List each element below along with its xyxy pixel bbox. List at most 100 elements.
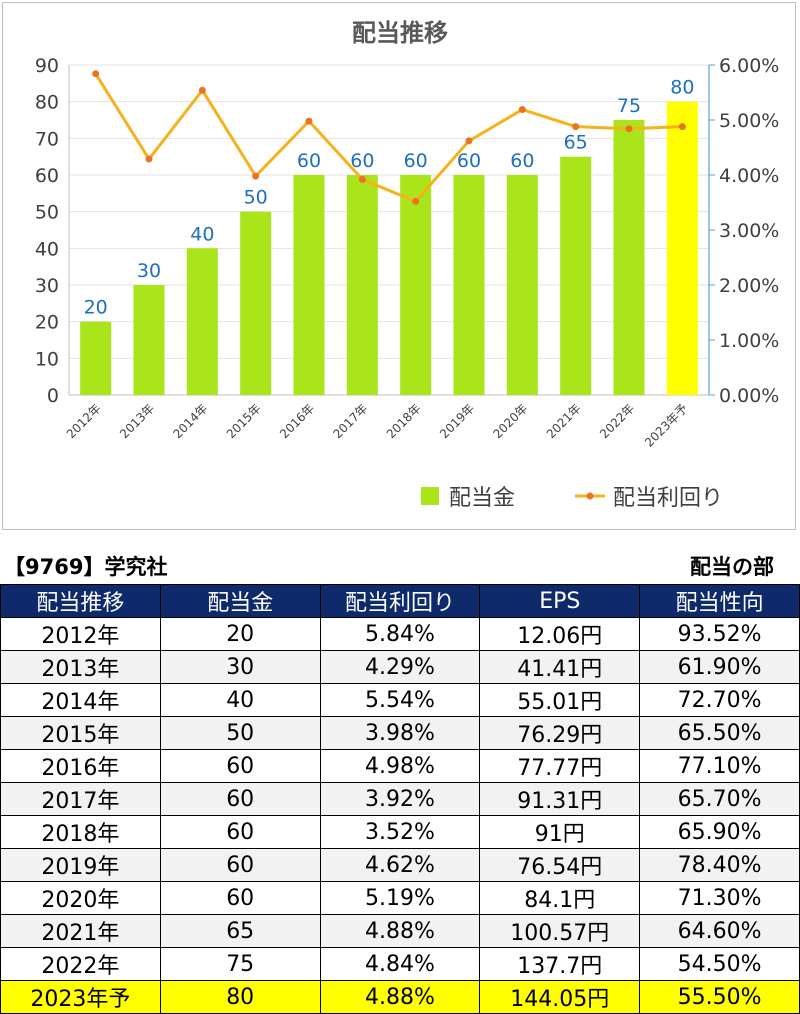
cell-dividend: 65 [159,914,321,948]
yield-point-2022年 [625,125,633,133]
cell-payout: 54.50% [639,947,800,981]
y-left-tick-label: 70 [35,128,59,150]
bar-data-label: 20 [84,297,108,319]
cell-dividend: 60 [159,782,321,816]
cell-yield: 3.98% [319,716,481,750]
bar-2015年 [240,211,272,395]
cell-year: 2019年 [0,848,161,882]
header-yield: 配当利回り [319,584,481,618]
cell-year: 2021年 [0,914,161,948]
cell-yield: 5.84% [319,617,481,651]
y-left-tick-label: 20 [35,312,59,334]
cell-year: 2023年予 [0,980,161,1014]
bar-2013年 [133,285,165,395]
cell-yield: 4.84% [319,947,481,981]
yield-point-2021年 [572,123,580,131]
cell-payout: 61.90% [639,650,800,684]
bar-data-label: 75 [617,95,641,117]
cell-dividend: 30 [159,650,321,684]
table-row: 2022年 75 4.84% 137.7円 54.50% [0,947,800,981]
yield-point-2020年 [518,106,526,114]
y-left-tick-label: 60 [35,165,59,187]
bar-2022年 [613,120,645,395]
y-right-tick-label: 3.00% [719,220,779,242]
cell-year: 2013年 [0,650,161,684]
legend-swatch-dividend [421,487,439,505]
y-left-tick-label: 30 [35,275,59,297]
cell-yield: 4.88% [319,914,481,948]
cell-eps: 144.05円 [479,980,641,1014]
bar-data-label: 60 [404,150,428,172]
cell-yield: 5.54% [319,683,481,717]
bar-data-label: 40 [190,223,214,245]
cell-payout: 65.70% [639,782,800,816]
bar-2016年 [293,175,325,395]
cell-dividend: 60 [159,881,321,915]
cell-yield: 5.19% [319,881,481,915]
cell-dividend: 60 [159,749,321,783]
header-year: 配当推移 [0,584,161,618]
cell-eps: 12.06円 [479,617,641,651]
bar-2021年 [560,156,592,395]
cell-dividend: 50 [159,716,321,750]
cell-yield: 4.29% [319,650,481,684]
table-caption: 【9769】学究社 配当の部 [0,552,800,582]
cell-eps: 91.31円 [479,782,641,816]
cell-year: 2017年 [0,782,161,816]
section-label: 配当の部 [690,555,774,579]
y-left-tick-label: 40 [35,238,59,260]
legend-label-yield: 配当利回り [613,486,723,511]
bar-2012年 [80,321,112,395]
table-row: 2017年 60 3.92% 91.31円 65.70% [0,782,800,816]
bar-2018年 [400,175,432,395]
bar-2023年予 [666,101,698,396]
x-tick-label: 2017年 [330,401,370,441]
cell-eps: 100.57円 [479,914,641,948]
y-left-tick-label: 80 [35,92,59,114]
table-row: 2016年 60 4.98% 77.77円 77.10% [0,749,800,783]
bar-2020年 [506,175,538,395]
cell-year: 2012年 [0,617,161,651]
header-dividend: 配当金 [159,584,321,618]
cell-yield: 4.62% [319,848,481,882]
cell-year: 2015年 [0,716,161,750]
bar-data-label: 50 [244,187,268,209]
y-right-tick-label: 2.00% [719,275,779,297]
x-tick-label: 2018年 [384,401,424,441]
cell-eps: 55.01円 [479,683,641,717]
table-row: 2019年 60 4.62% 76.54円 78.40% [0,848,800,882]
x-tick-label: 2022年 [597,401,637,441]
bar-2017年 [346,175,378,395]
legend-label-dividend: 配当金 [449,486,515,511]
cell-payout: 55.50% [639,980,800,1014]
table-row: 2012年 20 5.84% 12.06円 93.52% [0,617,800,651]
cell-yield: 4.98% [319,749,481,783]
yield-line [94,73,683,203]
yield-point-2019年 [465,137,473,145]
cell-eps: 76.29円 [479,716,641,750]
yield-point-2016年 [305,117,313,125]
x-tick-label: 2015年 [224,401,264,441]
header-eps: EPS [479,584,641,618]
cell-yield: 4.88% [319,980,481,1014]
y-right-tick-label: 5.00% [719,110,779,132]
dividend-table: 配当推移 配当金 配当利回り EPS 配当性向 2012年 20 5.84% 12.0… [0,584,800,1014]
y-left-tick-label: 0 [47,385,59,407]
table-row: 2021年 65 4.88% 100.57円 64.60% [0,914,800,948]
table-row: 2015年 50 3.98% 76.29円 65.50% [0,716,800,750]
cell-eps: 84.1円 [479,881,641,915]
cell-payout: 64.60% [639,914,800,948]
y-right-tick-label: 0.00% [719,385,779,407]
cell-dividend: 80 [159,980,321,1014]
chart-panel: 配当推移 0 10 20 30 40 50 60 70 80 90 0.00% 1.00% 2.00% 3.… [2,2,796,530]
cell-dividend: 60 [159,848,321,882]
company-label: 【9769】学究社 [4,555,168,579]
cell-payout: 78.40% [639,848,800,882]
table-row: 2018年 60 3.52% 91円 65.90% [0,815,800,849]
table-row: 2020年 60 5.19% 84.1円 71.30% [0,881,800,915]
yield-point-2013年 [145,155,153,163]
cell-dividend: 60 [159,815,321,849]
cell-payout: 72.70% [639,683,800,717]
bar-data-label: 65 [564,132,588,154]
yield-point-2023年予 [678,123,686,131]
